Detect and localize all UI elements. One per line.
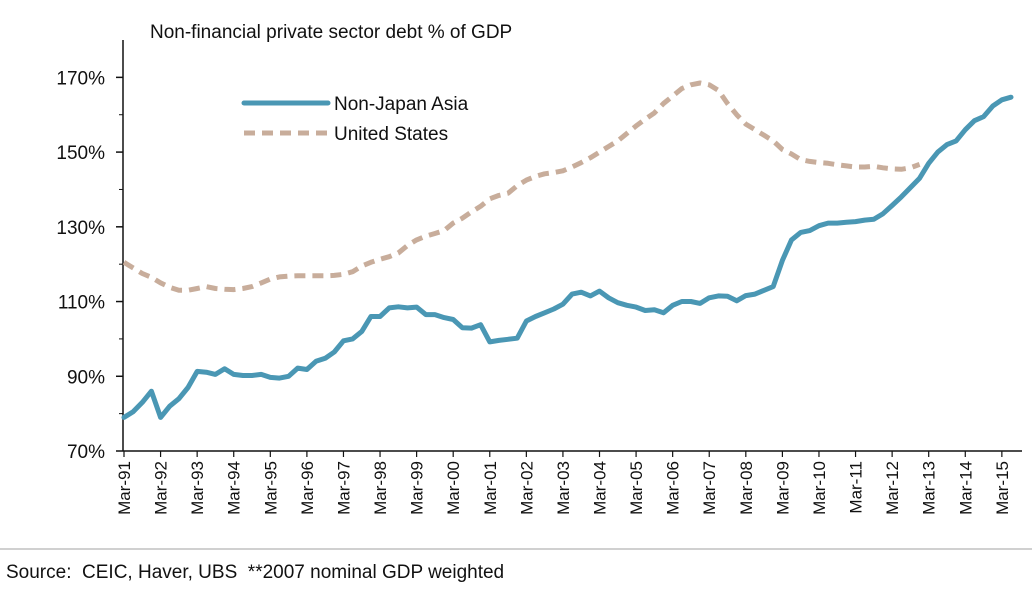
legend: Non-Japan Asia United States (241, 94, 469, 145)
x-tick-label: Mar-11 (847, 461, 866, 514)
x-tick-label: Mar-05 (627, 461, 646, 515)
series-layer (121, 80, 1014, 420)
x-tick-label: Mar-94 (225, 461, 244, 515)
chart-axes (122, 40, 1022, 452)
x-tick-label: Mar-10 (810, 461, 829, 515)
x-tick-label: Mar-98 (371, 461, 390, 515)
x-tick-label: Mar-97 (334, 461, 353, 515)
x-tick-label: Mar-02 (517, 461, 536, 515)
y-tick-label: 170% (56, 68, 105, 89)
legend-label-non-japan-asia: Non-Japan Asia (334, 94, 469, 115)
x-tick-label: Mar-06 (664, 461, 683, 515)
line-chart: 70%90%110%130%150%170% Mar-91 Mar-92 Mar-9… (56, 40, 1022, 515)
y-tick-label: 150% (56, 143, 105, 164)
x-tick-label: Mar-14 (956, 461, 975, 515)
x-tick-label: Mar-00 (444, 461, 463, 515)
series-line-non-japan-asia (121, 94, 1014, 420)
y-tick-label: 70% (67, 442, 105, 463)
series-line-united-states (122, 80, 921, 293)
x-tick-label: Mar-99 (408, 461, 427, 515)
x-tick-label: Mar-09 (773, 461, 792, 515)
x-tick-label: Mar-91 (115, 461, 134, 515)
x-tick-label: Mar-08 (737, 461, 756, 515)
x-tick-label: Mar-12 (883, 461, 902, 515)
y-tick-label: 110% (58, 293, 105, 314)
x-tick-label: Mar-96 (298, 461, 317, 515)
x-tick-label: Mar-13 (920, 461, 939, 515)
legend-label-united-states: United States (334, 124, 448, 145)
x-axis-ticks: Mar-91 Mar-92 Mar-93 Mar-94 Mar-95 Mar-96 Mar-… (115, 451, 1012, 515)
y-tick-label: 130% (56, 218, 105, 239)
x-tick-label: Mar-92 (152, 461, 171, 515)
x-tick-label: Mar-07 (700, 461, 719, 515)
source-divider (0, 548, 1032, 550)
x-tick-label: Mar-03 (554, 461, 573, 515)
chart-title: Non-financial private sector debt % of G… (150, 22, 513, 43)
x-tick-label: Mar-95 (261, 461, 280, 515)
y-axis-ticks: 70% 90% 110% 130% 150% 170% (56, 68, 123, 463)
x-tick-label: Mar-04 (591, 461, 610, 515)
source-note: Source: CEIC, Haver, UBS **2007 nominal … (6, 562, 505, 583)
x-tick-label: Mar-15 (993, 461, 1012, 515)
x-tick-label: Mar-93 (188, 461, 207, 515)
y-tick-label: 90% (67, 367, 105, 388)
x-tick-label: Mar-01 (481, 461, 500, 515)
